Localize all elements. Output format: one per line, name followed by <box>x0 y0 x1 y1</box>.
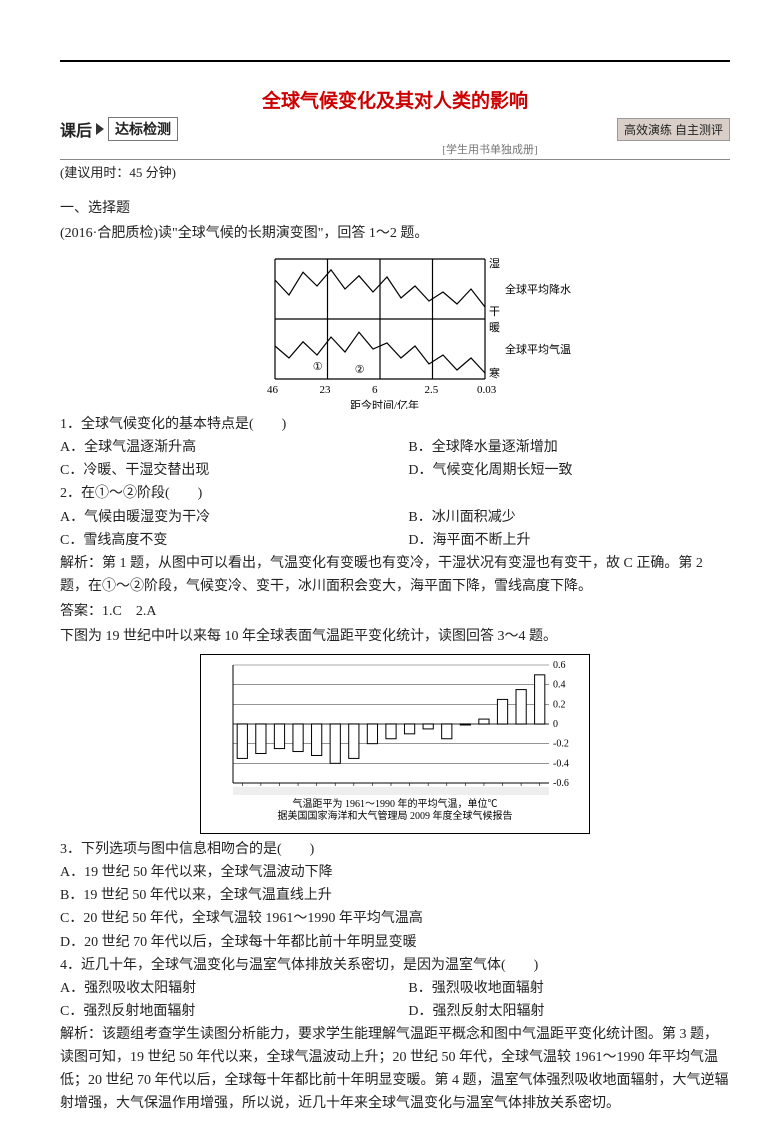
q3-d: D．20 世纪 70 年代以后，全球每十年都比前十年明显变暖 <box>60 931 730 954</box>
svg-text:2.5: 2.5 <box>425 384 439 396</box>
q-intro-2: 下图为 19 世纪中叶以来每 10 年全球表面气温距平变化统计，读图回答 3～4… <box>60 625 730 648</box>
section-heading: 一、选择题 <box>60 197 730 220</box>
svg-text:6: 6 <box>372 384 378 396</box>
svg-text:全球平均降水: 全球平均降水 <box>505 282 571 296</box>
main-title: 全球气候变化及其对人类的影响 <box>60 86 730 113</box>
svg-text:据美国国家海洋和大气管理局 2009 年度全球气候报告: 据美国国家海洋和大气管理局 2009 年度全球气候报告 <box>278 809 513 822</box>
q2-d: D．海平面不断上升 <box>408 529 730 552</box>
svg-text:干: 干 <box>489 306 500 318</box>
chart2-container: 0.6 0.4 0.2 0 -0.2 -0.4 -0.6 气温距平为 1961～1990 年的… <box>60 654 730 834</box>
svg-text:0.2: 0.2 <box>553 699 566 710</box>
q4-c: C．强烈反射地面辐射 <box>60 1000 408 1023</box>
svg-text:0: 0 <box>553 719 558 730</box>
svg-text:气温距平为 1961～1990 年的平均气温，单位℃: 气温距平为 1961～1990 年的平均气温，单位℃ <box>293 797 498 810</box>
svg-text:-0.4: -0.4 <box>553 758 569 769</box>
q1-b: B．全球降水量逐渐增加 <box>408 436 730 459</box>
svg-text:46: 46 <box>267 384 279 396</box>
svg-text:全球平均气温: 全球平均气温 <box>505 342 571 356</box>
chart1-svg: ① ② 湿干暖寒 全球平均降水全球平均气温 46 23 6 2.5 0.03 距今时间/亿年 <box>255 249 595 409</box>
top-rule <box>60 60 730 62</box>
q1-stem: 1．全球气候变化的基本特点是( ) <box>60 413 730 436</box>
time-note: (建议用时：45 分钟) <box>60 162 730 181</box>
q3-c: C．20 世纪 50 年代，全球气温较 1961～1990 年平均气温高 <box>60 907 730 930</box>
svg-text:0.03: 0.03 <box>477 384 497 396</box>
svg-text:距今时间/亿年: 距今时间/亿年 <box>350 398 419 409</box>
svg-text:0.6: 0.6 <box>553 660 566 671</box>
svg-text:①: ① <box>313 361 323 373</box>
q4-b: B．强烈吸收地面辐射 <box>408 977 730 1000</box>
q4-d: D．强烈反射太阳辐射 <box>408 1000 730 1023</box>
q3-a: A．19 世纪 50 年代以来，全球气温波动下降 <box>60 861 730 884</box>
svg-text:-0.2: -0.2 <box>553 739 569 750</box>
q3-stem: 3．下列选项与图中信息相吻合的是( ) <box>60 838 730 861</box>
svg-text:暖: 暖 <box>489 321 500 334</box>
dabiao-label: 达标检测 <box>108 117 178 141</box>
triangle-icon <box>96 123 104 135</box>
right-badge: 高效演练 自主测评 <box>617 118 730 141</box>
sub-note: [学生用书单独成册] <box>250 141 730 157</box>
svg-text:寒: 寒 <box>489 366 500 380</box>
explain-2: 解析：该题组考查学生读图分析能力，要求学生能理解气温距平概念和图中气温距平变化统… <box>60 1023 730 1115</box>
answer-1: 答案：1.C 2.A <box>60 600 730 623</box>
svg-text:0.4: 0.4 <box>553 680 566 691</box>
q-intro-1: (2016·合肥质检)读"全球气候的长期演变图"，回答 1～2 题。 <box>60 222 730 245</box>
section-tag: 课后 达标检测 <box>60 117 178 141</box>
svg-text:②: ② <box>355 364 365 376</box>
q3-b: B．19 世纪 50 年代以来，全球气温直线上升 <box>60 884 730 907</box>
q1-d: D．气候变化周期长短一致 <box>408 459 730 482</box>
q1-a: A．全球气温逐渐升高 <box>60 436 408 459</box>
q2-c: C．雪线高度不变 <box>60 529 408 552</box>
q2-b: B．冰川面积减少 <box>408 506 730 529</box>
q1-c: C．冷暖、干湿交替出现 <box>60 459 408 482</box>
kehou-label: 课后 <box>60 117 92 141</box>
mid-rule <box>60 159 730 160</box>
q2-stem: 2．在①～②阶段( ) <box>60 482 730 505</box>
chart1-container: ① ② 湿干暖寒 全球平均降水全球平均气温 46 23 6 2.5 0.03 距今时间/亿年 <box>60 249 730 409</box>
explain-1: 解析：第 1 题，从图中可以看出，气温变化有变暖也有变冷，干湿状况有变湿也有变干… <box>60 552 730 598</box>
svg-text:-0.6: -0.6 <box>553 778 569 789</box>
svg-text:湿: 湿 <box>489 257 500 270</box>
q2-a: A．气候由暖湿变为干冷 <box>60 506 408 529</box>
chart2-svg: 0.6 0.4 0.2 0 -0.2 -0.4 -0.6 气温距平为 1961～1990 年的… <box>205 659 585 829</box>
svg-text:23: 23 <box>320 384 332 396</box>
q4-stem: 4．近几十年，全球气温变化与温室气体排放关系密切，是因为温室气体( ) <box>60 954 730 977</box>
q4-a: A．强烈吸收太阳辐射 <box>60 977 408 1000</box>
